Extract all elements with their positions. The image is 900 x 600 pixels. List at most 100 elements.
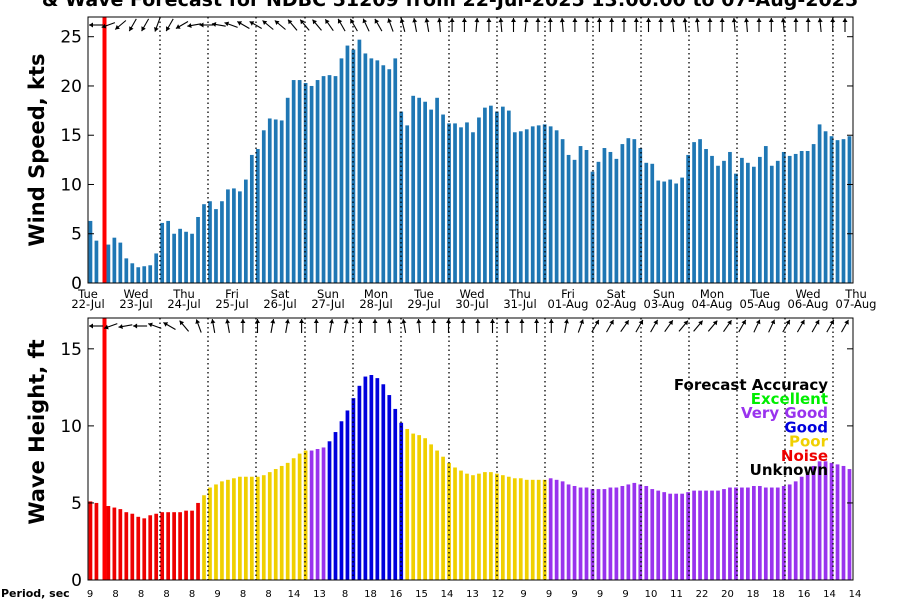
wave-bar: [160, 512, 165, 580]
wind-bar: [752, 166, 756, 283]
x-day-label: Thu: [508, 287, 531, 301]
wind-bar: [722, 160, 726, 283]
arrow-head: [387, 18, 392, 23]
arrow-head: [694, 18, 700, 23]
arrow-head: [240, 319, 246, 323]
direction-arrow: [782, 319, 791, 333]
period-value: 14: [849, 589, 862, 600]
wave-bar: [518, 478, 523, 580]
wind-bar: [477, 117, 481, 284]
wave-bar: [267, 472, 272, 580]
wind-bar: [429, 109, 433, 283]
direction-arrow: [511, 18, 516, 32]
direction-arrow: [486, 18, 492, 32]
direction-arrow: [646, 18, 651, 32]
arrow-head: [817, 18, 823, 23]
direction-arrow: [591, 319, 600, 333]
arrow-head: [621, 18, 627, 22]
direction-arrow: [313, 319, 319, 333]
wave-bar: [781, 485, 786, 580]
arrow-head: [343, 319, 349, 324]
arrow-head: [633, 18, 639, 22]
wave-bar: [668, 493, 673, 580]
legend-title: Forecast Accuracy: [674, 376, 828, 394]
direction-arrow: [141, 18, 150, 32]
wind-bar: [769, 165, 774, 283]
wave-bar: [817, 461, 822, 580]
wave-bar: [829, 462, 834, 580]
wind-bar: [572, 159, 577, 283]
wind-bar: [740, 157, 744, 283]
period-value: 10: [645, 589, 658, 600]
arrow-head: [842, 18, 848, 22]
wind-bar: [560, 139, 565, 283]
direction-arrow: [237, 21, 250, 29]
legend-item: Good: [784, 418, 828, 436]
x-day-label: Wed: [123, 287, 148, 301]
arrow-head: [300, 19, 305, 25]
direction-arrow: [225, 319, 231, 333]
wave-bar: [291, 458, 296, 580]
direction-arrow: [89, 22, 103, 28]
direction-arrow: [165, 18, 174, 32]
period-value: 8: [112, 589, 118, 600]
arrow-head: [299, 319, 305, 323]
wave-bar: [279, 465, 284, 580]
period-value: 8: [138, 589, 144, 600]
wind-bar: [847, 136, 852, 283]
arrow-head: [698, 320, 703, 326]
wind-bar: [489, 105, 493, 283]
wave-bar: [309, 450, 314, 580]
arrow-head: [755, 319, 761, 325]
wave-bar: [787, 484, 792, 580]
legend-item: Poor: [789, 433, 829, 451]
x-date-label: 31-Jul: [503, 297, 536, 311]
wind-bar: [578, 146, 583, 283]
direction-arrow: [401, 319, 407, 333]
wave-height-panel: Wave Height, ft 0 5 10 15: [25, 317, 854, 591]
wind-bar: [602, 148, 607, 283]
wind-bar: [710, 155, 714, 283]
arrow-head: [682, 18, 688, 23]
arrow-head: [830, 18, 836, 22]
direction-arrow: [224, 21, 238, 28]
wind-bar: [698, 139, 702, 283]
wind-bar: [662, 181, 667, 283]
wave-bar: [321, 447, 326, 580]
direction-arrow: [621, 18, 627, 32]
direction-arrow: [133, 323, 148, 329]
y-tick-label: 20: [60, 77, 82, 97]
direction-arrow: [693, 320, 704, 332]
direction-arrow: [805, 18, 811, 32]
direction-arrow: [707, 320, 718, 332]
period-value: 15: [415, 589, 428, 600]
wave-bar: [757, 485, 762, 580]
period-value: 8: [265, 589, 271, 600]
wind-bar: [734, 173, 738, 283]
wave-bar: [811, 465, 816, 580]
x-date-label: 03-Aug: [644, 297, 685, 311]
wind-bar: [118, 242, 123, 283]
wind-bar: [226, 189, 230, 283]
wind-bar: [596, 161, 601, 283]
direction-arrow: [446, 319, 451, 333]
wind-bar: [811, 144, 816, 283]
direction-arrow: [650, 319, 659, 333]
wave-bar: [692, 490, 696, 580]
wave-bar: [357, 385, 362, 580]
direction-arrow: [577, 319, 584, 333]
direction-arrow: [682, 17, 688, 33]
arrow-head: [104, 324, 109, 330]
period-value: 20: [721, 589, 734, 600]
wind-bar: [202, 204, 206, 283]
arrow-head: [460, 319, 466, 323]
wave-bar: [249, 476, 254, 580]
wave-bar: [500, 475, 505, 580]
wind-bar: [668, 179, 673, 283]
direction-arrow: [475, 319, 481, 333]
arrow-head: [829, 319, 834, 325]
arrow-head: [535, 18, 541, 22]
arrow-head: [325, 19, 330, 24]
arrow-head: [461, 18, 467, 22]
